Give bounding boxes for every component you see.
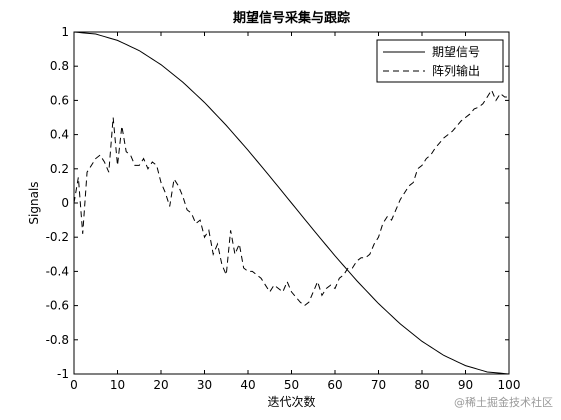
series-lines <box>73 31 510 375</box>
y-tick-label: 0 <box>61 196 69 210</box>
x-tick-label: 80 <box>414 378 429 392</box>
legend: 期望信号 阵列输出 <box>376 39 504 83</box>
x-tick-label: 20 <box>153 378 168 392</box>
y-tick-label: 0.6 <box>50 93 69 107</box>
x-axis-label: 迭代次数 <box>267 394 315 409</box>
y-tick-label: -0.4 <box>46 264 69 278</box>
y-tick-label: -0.8 <box>46 333 69 347</box>
y-tick-label: 0.8 <box>50 59 69 73</box>
y-tick-label: 1 <box>61 25 69 39</box>
ticks: 0 10 20 30 40 50 60 70 80 90 100 1 0.8 0.6 0.4 0.2 0 -0.2… <box>46 25 521 392</box>
legend-label-array: 阵列输出 <box>432 63 480 78</box>
y-tick-label: -0.6 <box>46 299 69 313</box>
x-tick-label: 0 <box>70 378 78 392</box>
x-tick-label: 90 <box>458 378 473 392</box>
chart-title: 期望信号采集与跟踪 <box>233 10 350 26</box>
plot-area: 0 10 20 30 40 50 60 70 80 90 100 1 0.8 0.6 0.4 0.2 0 -0.2… <box>46 25 521 392</box>
series-line-array-output <box>73 89 509 307</box>
series-line-desired-signal <box>73 31 510 375</box>
legend-box <box>376 39 504 83</box>
y-tick-label: 0.4 <box>50 128 69 142</box>
x-tick-label: 40 <box>240 378 255 392</box>
x-tick-label: 10 <box>110 378 125 392</box>
watermark: @稀土掘金技术社区 <box>454 395 553 409</box>
x-tick-label: 50 <box>284 378 299 392</box>
legend-label-desired: 期望信号 <box>432 45 480 59</box>
x-tick-label: 30 <box>197 378 212 392</box>
y-tick-label: 0.2 <box>50 162 69 176</box>
x-tick-label: 60 <box>327 378 342 392</box>
y-tick-label: -0.2 <box>46 230 69 244</box>
x-tick-label: 100 <box>498 378 521 392</box>
y-axis-label: Signals <box>27 181 41 224</box>
x-tick-label: 70 <box>371 378 386 392</box>
y-tick-label: -1 <box>57 367 69 381</box>
